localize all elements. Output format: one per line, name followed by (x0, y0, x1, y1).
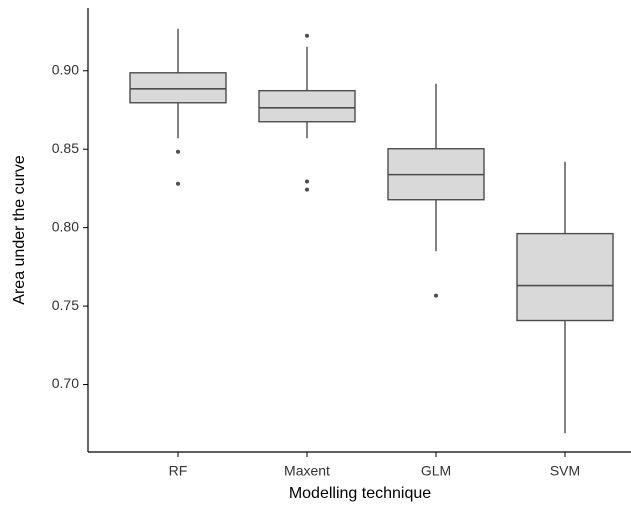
x-tick-label: RF (169, 463, 188, 479)
y-tick-label: 0.75 (52, 297, 79, 313)
y-tick-label: 0.70 (52, 375, 79, 391)
box (516, 232, 614, 322)
x-tick-label: Maxent (284, 463, 330, 479)
x-tick-label: SVM (550, 463, 580, 479)
outlier (305, 187, 309, 192)
box (129, 72, 227, 104)
box (258, 89, 356, 123)
outlier (176, 181, 180, 186)
outlier (176, 149, 180, 154)
x-tick-label: GLM (421, 463, 451, 479)
outlier (434, 293, 438, 298)
y-tick-label: 0.85 (52, 140, 79, 156)
outlier (305, 33, 309, 38)
x-axis-title: Modelling technique (289, 485, 431, 502)
y-tick-label: 0.80 (52, 218, 79, 234)
y-axis-title: Area under the curve (11, 155, 28, 305)
y-tick-label: 0.90 (52, 61, 79, 77)
outlier (305, 179, 309, 184)
